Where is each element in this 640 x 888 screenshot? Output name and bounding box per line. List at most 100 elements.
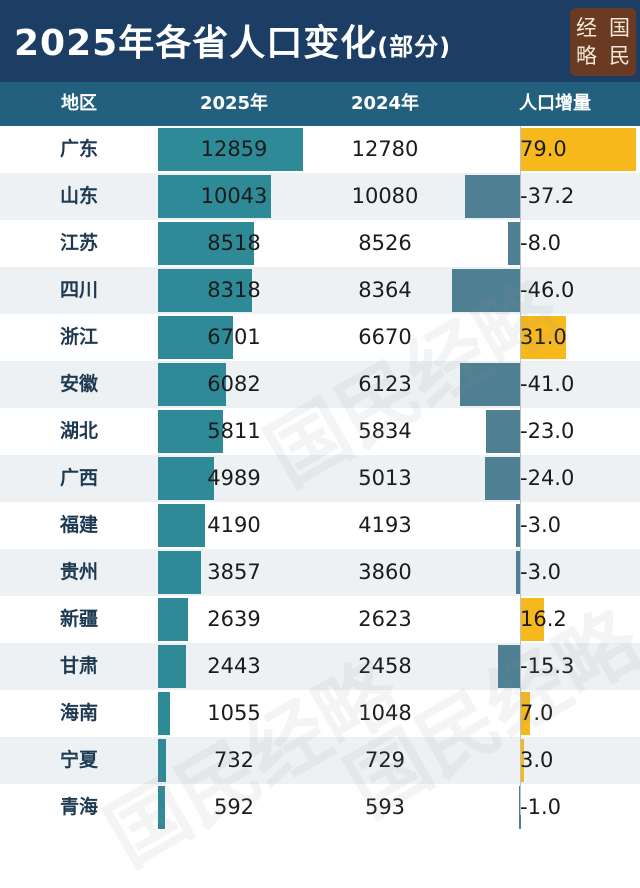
table-row: 四川 8318 8364 -46.0 bbox=[0, 267, 640, 314]
brand-logo: 经 国 略 民 bbox=[570, 8, 636, 76]
bar-2025 bbox=[158, 786, 165, 829]
value-change: -8.0 bbox=[520, 231, 561, 255]
region-label: 贵州 bbox=[59, 561, 98, 583]
value-change: -15.3 bbox=[520, 654, 575, 678]
change-bar-decrease bbox=[515, 504, 520, 547]
logo-char: 略 bbox=[576, 44, 597, 68]
value-2025: 6701 bbox=[207, 325, 261, 349]
region-label: 四川 bbox=[59, 279, 98, 301]
value-2025: 8518 bbox=[207, 231, 261, 255]
table-row: 福建 4190 4193 -3.0 bbox=[0, 502, 640, 549]
title-banner: 2025年各省人口变化(部分) 经 国 略 民 bbox=[0, 0, 640, 82]
value-change: 7.0 bbox=[520, 701, 554, 725]
value-2024: 2623 bbox=[358, 607, 412, 631]
change-bar-decrease bbox=[465, 175, 520, 218]
value-change: -46.0 bbox=[520, 278, 575, 302]
value-change: -41.0 bbox=[520, 372, 575, 396]
title-main: 2025年各省人口变化 bbox=[14, 23, 378, 64]
value-2024: 3860 bbox=[358, 560, 412, 584]
value-2024: 5834 bbox=[358, 419, 412, 443]
region-label: 山东 bbox=[59, 185, 98, 207]
region-label: 广西 bbox=[59, 467, 98, 489]
change-bar-decrease bbox=[486, 410, 520, 453]
table-row: 贵州 3857 3860 -3.0 bbox=[0, 549, 640, 596]
change-bar-decrease bbox=[515, 551, 520, 594]
bar-2025 bbox=[158, 175, 272, 218]
value-change: -1.0 bbox=[520, 795, 561, 819]
value-2025: 2639 bbox=[207, 607, 261, 631]
region-label: 江苏 bbox=[59, 232, 98, 254]
value-2024: 12780 bbox=[351, 137, 419, 161]
value-2025: 10043 bbox=[200, 184, 268, 208]
value-2024: 8526 bbox=[358, 231, 412, 255]
bar-2025 bbox=[158, 739, 167, 782]
value-2024: 6123 bbox=[358, 372, 412, 396]
value-2025: 1055 bbox=[207, 701, 261, 725]
bar-2025 bbox=[158, 222, 254, 265]
bar-2025 bbox=[158, 457, 215, 500]
value-2025: 8318 bbox=[207, 278, 261, 302]
change-bar-decrease bbox=[484, 457, 520, 500]
value-2025: 5811 bbox=[207, 419, 261, 443]
bar-2025 bbox=[158, 551, 202, 594]
bar-2025 bbox=[158, 645, 186, 688]
bar-2025 bbox=[158, 410, 224, 453]
table-row: 浙江 6701 6670 31.0 bbox=[0, 314, 640, 361]
table-row: 安徽 6082 6123 -41.0 bbox=[0, 361, 640, 408]
region-label: 新疆 bbox=[59, 608, 98, 630]
bar-2025 bbox=[158, 269, 252, 312]
value-2025: 4190 bbox=[207, 513, 261, 537]
value-change: 3.0 bbox=[520, 748, 554, 772]
change-bar-increase bbox=[520, 316, 566, 359]
value-change: 31.0 bbox=[520, 325, 567, 349]
bar-2025 bbox=[158, 363, 227, 406]
region-label: 湖北 bbox=[59, 420, 98, 442]
value-2025: 592 bbox=[213, 795, 255, 819]
table-row: 江苏 8518 8526 -8.0 bbox=[0, 220, 640, 267]
value-change: -37.2 bbox=[520, 184, 575, 208]
change-bar-decrease bbox=[452, 269, 520, 312]
value-2025: 4989 bbox=[207, 466, 261, 490]
table-row: 山东 10043 10080 -37.2 bbox=[0, 173, 640, 220]
region-label: 海南 bbox=[59, 702, 98, 724]
value-2025: 6082 bbox=[207, 372, 261, 396]
value-2024: 10080 bbox=[351, 184, 419, 208]
value-2025: 12859 bbox=[200, 137, 268, 161]
bar-2025 bbox=[158, 598, 188, 641]
table-row: 甘肃 2443 2458 -15.3 bbox=[0, 643, 640, 690]
value-change: -3.0 bbox=[520, 560, 561, 584]
value-change: -23.0 bbox=[520, 419, 575, 443]
logo-char: 国 bbox=[609, 16, 630, 40]
table-row: 宁夏 732 729 3.0 bbox=[0, 737, 640, 784]
table-row: 青海 592 593 -1.0 bbox=[0, 784, 640, 831]
table-row: 广东 12859 12780 79.0 bbox=[0, 126, 640, 173]
bar-2025 bbox=[158, 504, 206, 547]
bar-2025 bbox=[158, 692, 170, 735]
change-bar-increase bbox=[520, 128, 637, 171]
change-bar-increase bbox=[520, 692, 531, 735]
value-2024: 2458 bbox=[358, 654, 412, 678]
table-row: 广西 4989 5013 -24.0 bbox=[0, 455, 640, 502]
region-label: 广东 bbox=[59, 138, 98, 160]
value-2024: 4193 bbox=[358, 513, 412, 537]
region-label: 福建 bbox=[59, 514, 98, 536]
value-change: -3.0 bbox=[520, 513, 561, 537]
value-2025: 2443 bbox=[207, 654, 261, 678]
change-bar-decrease bbox=[508, 222, 520, 265]
table-row: 新疆 2639 2623 16.2 bbox=[0, 596, 640, 643]
column-header-2024: 2024年 bbox=[350, 93, 420, 114]
table-row: 海南 1055 1048 7.0 bbox=[0, 690, 640, 737]
region-label: 浙江 bbox=[59, 326, 98, 348]
bar-2025 bbox=[158, 128, 303, 171]
bar-2025 bbox=[158, 316, 234, 359]
value-2024: 593 bbox=[364, 795, 406, 819]
change-bar-decrease bbox=[518, 786, 521, 829]
value-2024: 729 bbox=[364, 748, 406, 772]
column-header-row: 地区 2025年 2024年 人口增量 bbox=[0, 82, 640, 126]
value-2025: 3857 bbox=[207, 560, 261, 584]
change-bar-decrease bbox=[497, 645, 520, 688]
value-2025: 732 bbox=[213, 748, 255, 772]
region-label: 甘肃 bbox=[59, 655, 98, 677]
column-header-region: 地区 bbox=[61, 93, 97, 114]
region-label: 青海 bbox=[59, 796, 98, 818]
